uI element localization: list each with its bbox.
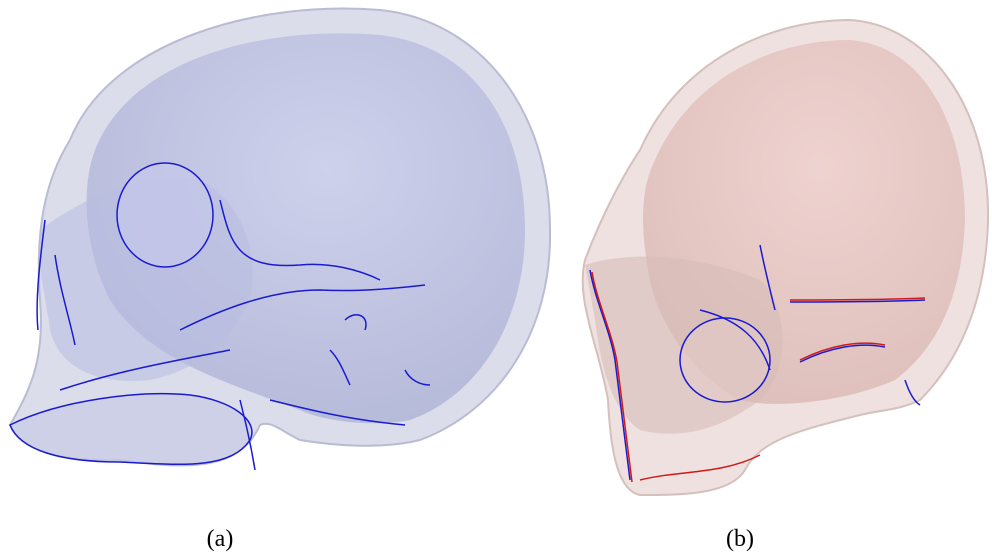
figure: (a) (b) xyxy=(0,0,992,554)
orbit xyxy=(117,163,213,267)
panel-label: (a) xyxy=(207,526,234,552)
skull-a: (a) xyxy=(10,9,550,552)
skull-b: (b) xyxy=(583,20,988,552)
orbit xyxy=(680,318,770,402)
panel-label: (b) xyxy=(726,526,754,552)
